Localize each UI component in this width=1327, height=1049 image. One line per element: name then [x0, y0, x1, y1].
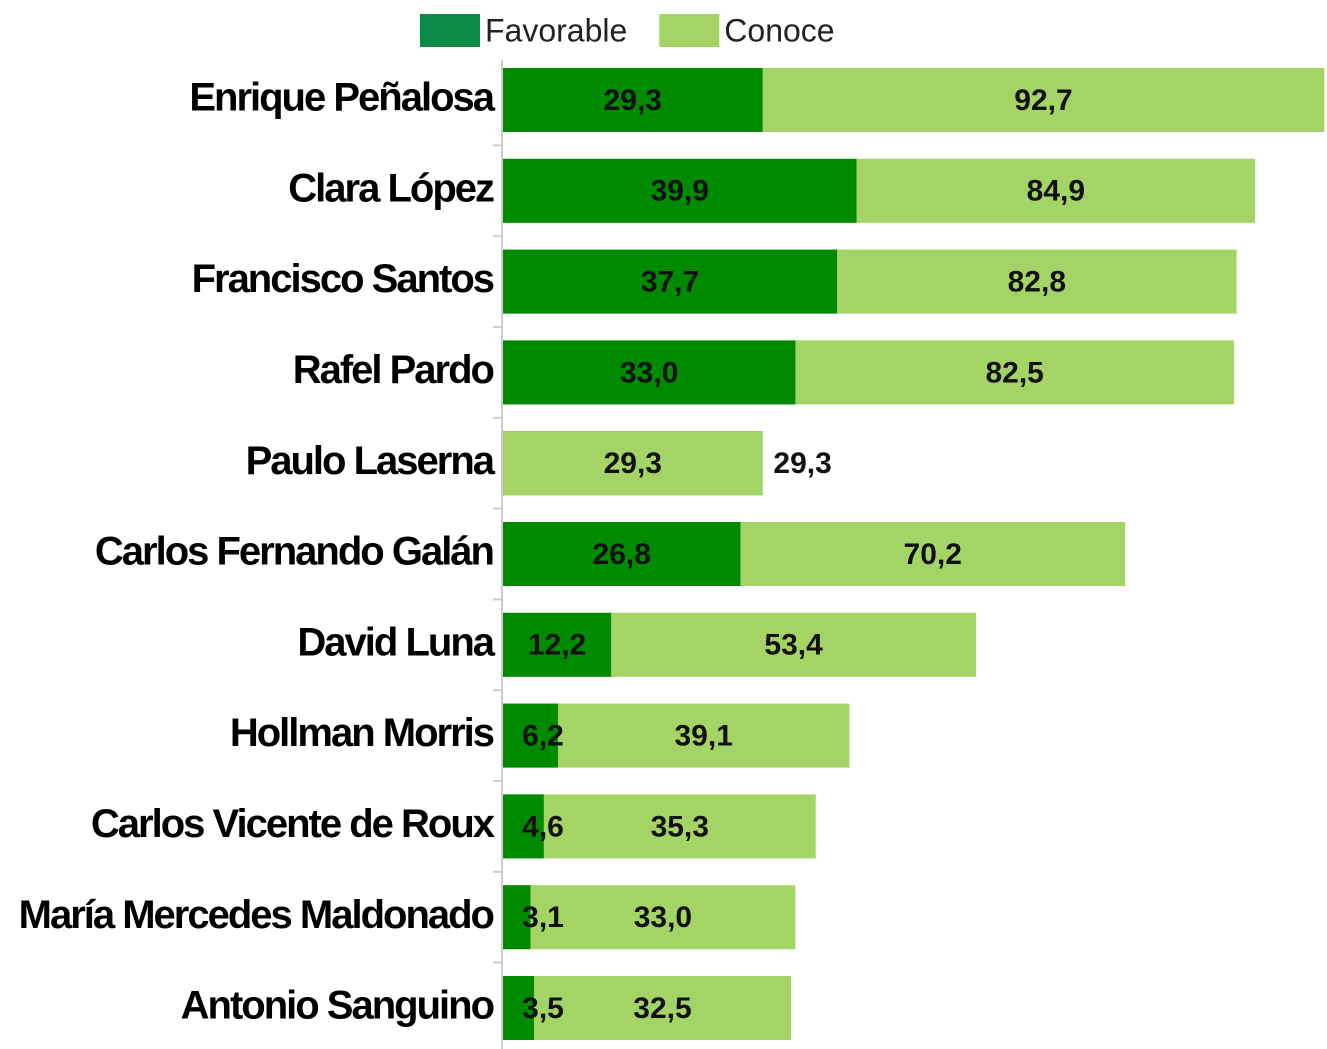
bar: [503, 703, 850, 768]
value-label: 70,2: [904, 538, 962, 571]
category-label: Carlos Vicente de Roux: [91, 802, 495, 846]
value-label: 32,5: [633, 992, 691, 1025]
value-label: 84,9: [1027, 175, 1085, 208]
value-label: 82,8: [1008, 266, 1066, 299]
value-label: 4,6: [522, 810, 564, 843]
value-label: 3,5: [522, 992, 564, 1025]
value-label: 39,9: [651, 175, 709, 208]
category-label: Francisco Santos: [192, 257, 494, 301]
category-label: Carlos Fernando Galán: [95, 530, 493, 574]
bar: [503, 976, 791, 1040]
category-label: Antonio Sanguino: [181, 984, 494, 1028]
category-label: Clara López: [288, 166, 494, 210]
value-label: 29,3: [604, 84, 662, 117]
bar: [503, 158, 857, 223]
value-label: 35,3: [651, 810, 709, 843]
bar: [503, 522, 741, 586]
value-label: 6,2: [522, 720, 564, 753]
bar: [503, 885, 796, 950]
value-label: 33,0: [634, 901, 692, 934]
bar: [503, 249, 838, 314]
legend-label: Favorable: [485, 12, 627, 48]
bar: [503, 612, 612, 677]
bar: [503, 431, 763, 496]
value-label: 3,1: [522, 901, 564, 934]
value-label: 26,8: [593, 538, 651, 571]
value-label: 53,4: [764, 629, 823, 662]
category-label: Paulo Laserna: [246, 439, 496, 483]
bar: [503, 976, 535, 1040]
bar: [503, 794, 816, 859]
bar: [503, 68, 763, 132]
category-label: Rafel Pardo: [293, 348, 494, 392]
value-label: 37,7: [641, 266, 699, 299]
legend-label: Conoce: [724, 12, 834, 48]
bar: [503, 703, 558, 768]
legend-swatch: [659, 14, 720, 47]
value-label: 29,3: [773, 447, 831, 480]
category-label: Hollman Morris: [230, 711, 494, 755]
category-label: David Luna: [297, 620, 495, 664]
value-label: 92,7: [1014, 84, 1072, 117]
category-label: María Mercedes Maldonado: [19, 893, 494, 937]
bar: [503, 885, 531, 950]
value-label: 29,3: [604, 447, 662, 480]
legend-swatch: [420, 14, 480, 47]
value-label: 39,1: [674, 720, 732, 753]
bar: [503, 794, 544, 859]
value-label: 82,5: [985, 356, 1043, 389]
value-label: 12,2: [528, 629, 586, 662]
category-label: Enrique Peñalosa: [189, 76, 495, 120]
bar: [503, 340, 796, 405]
value-label: 33,0: [620, 356, 678, 389]
